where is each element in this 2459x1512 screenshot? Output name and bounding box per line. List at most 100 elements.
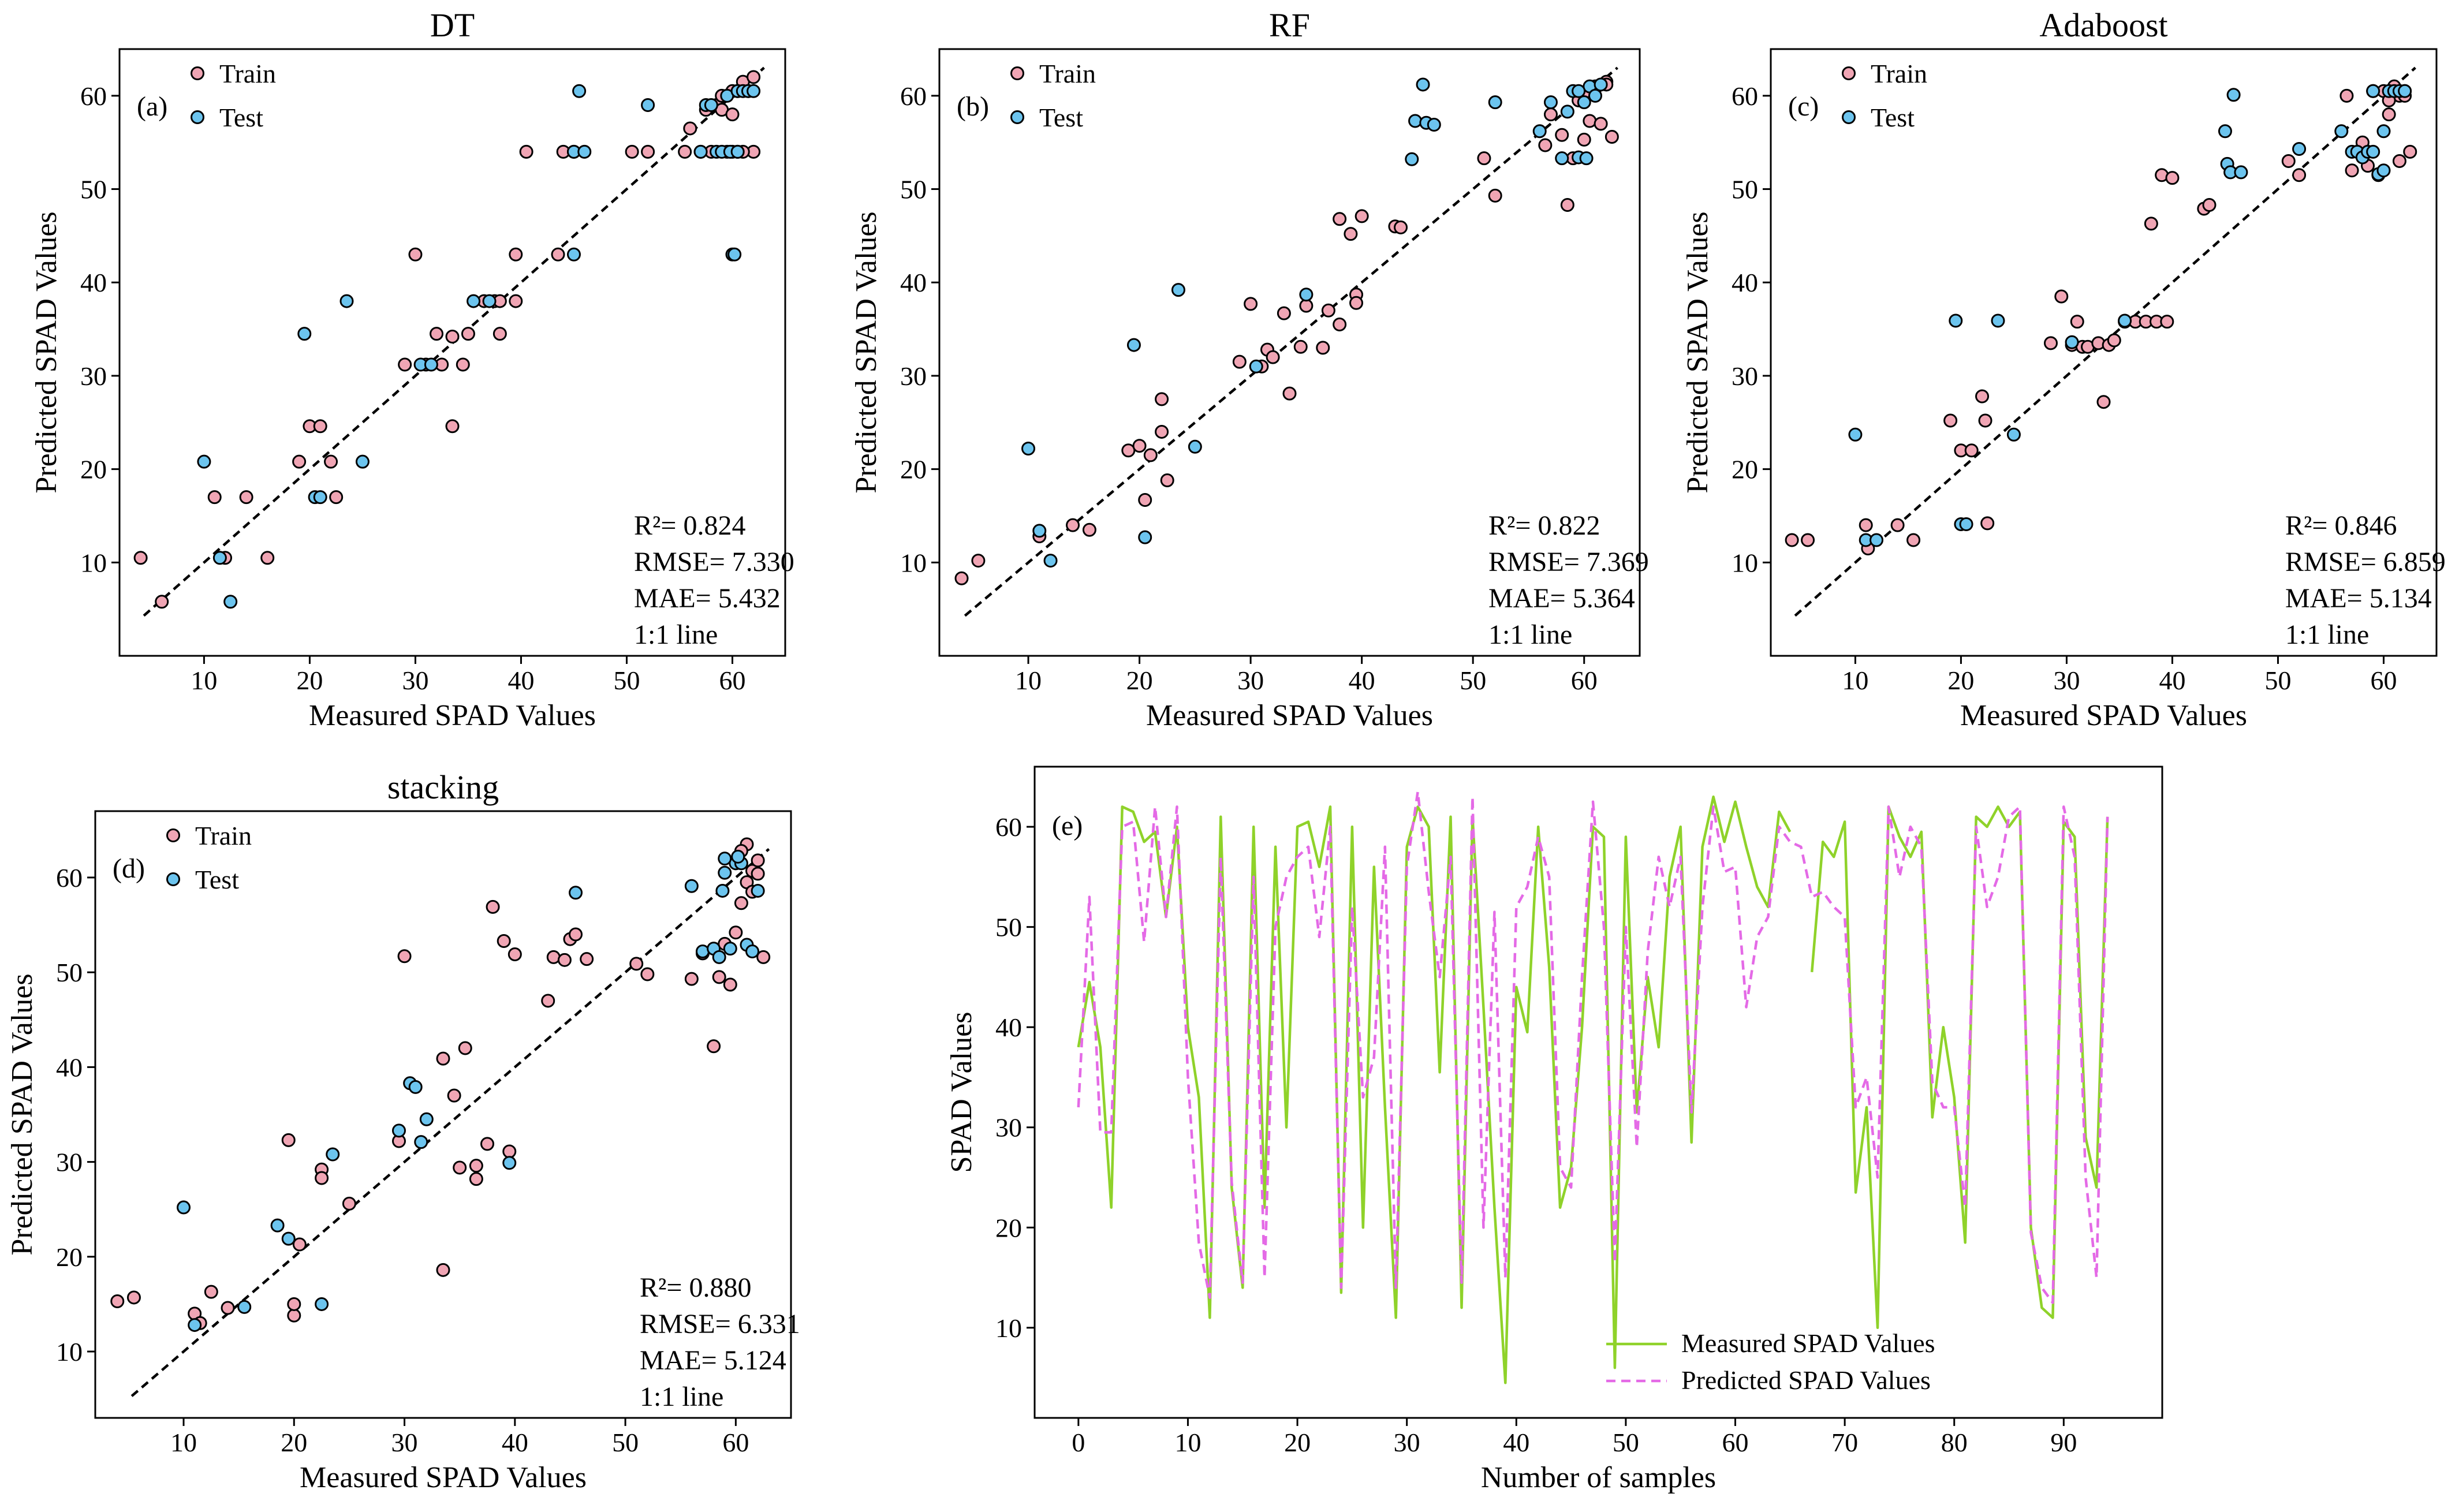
plot-frame: [938, 48, 1641, 657]
train-point: [707, 1039, 721, 1054]
legend-train-label: Train: [219, 59, 276, 88]
test-point: [1416, 77, 1430, 92]
train-point: [1964, 443, 1979, 458]
test-point: [731, 849, 745, 864]
x-tick-label: 50: [613, 666, 640, 695]
train-point: [436, 1051, 450, 1066]
train-point: [1978, 413, 1992, 428]
y-tick-label: 40: [56, 1052, 83, 1082]
train-point: [315, 1171, 329, 1185]
test-point: [1488, 95, 1502, 110]
x-tick-label: 60: [719, 666, 745, 695]
panel-label: (e): [1052, 811, 1083, 841]
test-point: [2366, 84, 2380, 98]
panel-label: (a): [137, 91, 167, 122]
train-point: [1943, 413, 1958, 428]
test-point: [297, 327, 312, 341]
train-point: [155, 595, 169, 609]
test-point: [482, 294, 497, 308]
test-point: [1126, 338, 1141, 352]
test-point: [270, 1218, 285, 1233]
train-point: [509, 294, 523, 308]
legend-test-marker: [191, 110, 204, 124]
train-point: [954, 571, 969, 585]
stats-line: R²= 0.824: [634, 510, 745, 541]
y-tick-label: 60: [56, 863, 83, 893]
train-point: [1132, 439, 1147, 453]
y-tick-label: 10: [80, 548, 107, 577]
chart-title: stacking: [387, 768, 499, 806]
train-point: [756, 950, 771, 964]
test-point: [188, 1318, 202, 1332]
legend-test-label: Test: [219, 103, 263, 132]
train-point: [458, 1041, 472, 1055]
stats-line: 1:1 line: [634, 619, 718, 650]
train-point: [1975, 389, 1990, 404]
x-tick-label: 20: [1284, 1428, 1311, 1457]
stats-line: RMSE= 6.859: [2285, 547, 2446, 577]
train-point: [1906, 533, 1921, 547]
train-point: [551, 247, 565, 262]
x-axis-label: Number of samples: [1481, 1461, 1716, 1494]
legend-test-label: Test: [195, 865, 239, 894]
stats-line: RMSE= 7.369: [1488, 547, 1649, 577]
panel-label: (b): [957, 91, 989, 122]
plot-frame: [1033, 766, 2163, 1419]
train-point: [1604, 129, 1619, 144]
train-point: [110, 1294, 125, 1309]
y-tick-label: 10: [995, 1313, 1022, 1343]
train-point: [2403, 144, 2417, 159]
train-point: [1155, 424, 1169, 439]
predicted-series-line: [1077, 790, 2109, 1304]
train-point: [204, 1285, 218, 1299]
test-point: [745, 944, 760, 959]
y-tick-label: 20: [56, 1242, 83, 1272]
panel-a: 10 20 30 40 50 60 10 20 30 40 50 60 Measured SPAD Va…: [30, 6, 794, 732]
train-point: [1066, 518, 1080, 532]
x-tick-label: 40: [2159, 666, 2185, 695]
train-point: [2339, 88, 2354, 103]
x-tick-label: 20: [281, 1428, 307, 1457]
test-point: [712, 950, 726, 964]
y-tick-label: 50: [900, 175, 927, 204]
train-point: [260, 551, 275, 565]
test-point: [315, 1297, 329, 1311]
train-point: [509, 247, 523, 262]
train-point: [1477, 151, 1491, 166]
y-axis-label: SPAD Values: [945, 1012, 978, 1173]
train-point: [569, 927, 583, 942]
train-point: [1138, 492, 1152, 507]
train-point: [492, 327, 507, 341]
stats-line: R²= 0.822: [1488, 510, 1600, 541]
test-point: [2366, 144, 2380, 159]
y-tick-label: 60: [900, 81, 927, 111]
train-point: [342, 1196, 356, 1211]
test-point: [2226, 88, 2241, 102]
train-point: [329, 490, 344, 505]
test-point: [684, 879, 699, 893]
x-axis-label: Measured SPAD Values: [309, 699, 596, 732]
x-tick-label: 50: [1460, 666, 1486, 695]
chart-title: Adaboost: [2039, 6, 2167, 44]
legend-predicted-label: Predicted SPAD Values: [1681, 1365, 1931, 1395]
train-point: [2160, 315, 2174, 329]
legend-train-label: Train: [1039, 59, 1096, 88]
panel-d: 10 20 30 40 50 60 10 20 30 40 50 60 Measured SPAD Va…: [6, 768, 800, 1494]
test-point: [1021, 442, 1036, 456]
panel-label: (d): [113, 853, 145, 884]
train-point: [324, 454, 338, 469]
train-point: [751, 853, 765, 868]
test-point: [693, 144, 708, 159]
stats-line: RMSE= 7.330: [634, 547, 794, 577]
train-point: [1282, 386, 1297, 401]
y-tick-label: 10: [1732, 548, 1758, 577]
test-point: [1588, 88, 1602, 103]
test-point: [313, 490, 327, 505]
stats-line: MAE= 5.432: [634, 583, 781, 614]
train-point: [1577, 132, 1591, 147]
test-point: [747, 84, 761, 98]
train-point: [1160, 473, 1174, 488]
x-tick-label: 10: [1842, 666, 1868, 695]
test-point: [1594, 77, 1608, 92]
